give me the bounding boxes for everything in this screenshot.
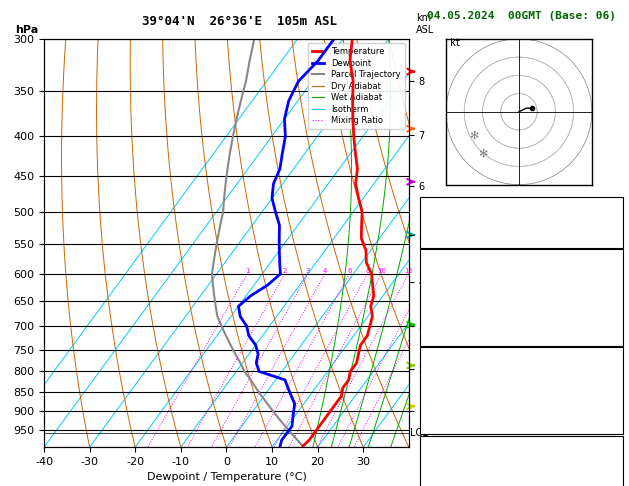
Text: 10: 10 (377, 268, 386, 274)
Text: hPa: hPa (15, 25, 38, 35)
Text: 15: 15 (404, 268, 413, 274)
Text: 16: 16 (576, 201, 588, 210)
Text: kt: kt (450, 38, 462, 48)
Text: 314: 314 (569, 382, 588, 391)
Text: StmDir: StmDir (423, 478, 460, 486)
Text: 8: 8 (365, 268, 370, 274)
Text: 16.6: 16.6 (563, 268, 588, 278)
Text: Pressure (mb): Pressure (mb) (423, 366, 504, 376)
Text: Lifted Index: Lifted Index (423, 397, 498, 407)
Text: K: K (423, 201, 429, 210)
Text: 3: 3 (582, 397, 588, 407)
Text: Lifted Index: Lifted Index (423, 314, 498, 324)
Text: Hodograph: Hodograph (493, 440, 550, 450)
Legend: Temperature, Dewpoint, Parcel Trajectory, Dry Adiabat, Wet Adiabat, Isotherm, Mi: Temperature, Dewpoint, Parcel Trajectory… (308, 43, 404, 129)
Text: 997: 997 (569, 366, 588, 376)
Text: Most Unstable: Most Unstable (481, 351, 562, 361)
Text: -31: -31 (569, 455, 588, 465)
Text: 39°04'N  26°36'E  105m ASL: 39°04'N 26°36'E 105m ASL (142, 15, 337, 28)
Text: θₑ(K): θₑ(K) (423, 299, 454, 309)
Y-axis label: Mixing Ratio (g/kg): Mixing Ratio (g/kg) (429, 197, 438, 289)
Text: 6: 6 (347, 268, 352, 274)
Text: 2: 2 (282, 268, 287, 274)
Text: 3: 3 (306, 268, 310, 274)
Text: 4: 4 (323, 268, 327, 274)
Text: Dewp (°C): Dewp (°C) (423, 283, 479, 293)
Text: ✻: ✻ (478, 149, 487, 159)
Text: PW (cm): PW (cm) (423, 235, 467, 244)
Text: Totals Totals: Totals Totals (423, 218, 504, 227)
Text: Surface: Surface (499, 253, 543, 263)
Text: km
ASL: km ASL (416, 13, 435, 35)
Text: 3: 3 (582, 314, 588, 324)
Text: CAPE (J): CAPE (J) (423, 325, 472, 334)
Text: Temp (°C): Temp (°C) (423, 268, 479, 278)
Text: 1: 1 (245, 268, 250, 274)
Text: 45: 45 (576, 218, 588, 227)
Text: CIN (J): CIN (J) (423, 423, 467, 433)
Text: SREH: SREH (423, 467, 448, 476)
Text: LCL: LCL (410, 428, 428, 438)
Text: 314: 314 (569, 299, 588, 309)
Text: 279°: 279° (563, 478, 588, 486)
Text: 12: 12 (576, 413, 588, 422)
Text: 25: 25 (576, 467, 588, 476)
Text: 11.6: 11.6 (563, 283, 588, 293)
Text: 12: 12 (576, 325, 588, 334)
Text: θₑ (K): θₑ (K) (423, 382, 460, 391)
Text: 04.05.2024  00GMT (Base: 06): 04.05.2024 00GMT (Base: 06) (427, 11, 616, 21)
Text: © weatheronline.co.uk: © weatheronline.co.uk (465, 469, 578, 479)
Text: CIN (J): CIN (J) (423, 335, 467, 345)
Text: EH: EH (423, 455, 435, 465)
X-axis label: Dewpoint / Temperature (°C): Dewpoint / Temperature (°C) (147, 472, 306, 483)
Text: ✻: ✻ (469, 131, 478, 141)
Text: 111: 111 (569, 423, 588, 433)
Text: 111: 111 (569, 335, 588, 345)
Text: CAPE (J): CAPE (J) (423, 413, 472, 422)
Text: 1.51: 1.51 (563, 235, 588, 244)
